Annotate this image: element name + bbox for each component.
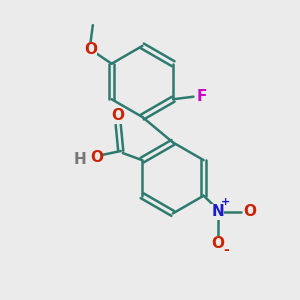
Text: -: - xyxy=(224,243,229,257)
Text: O: O xyxy=(84,42,97,57)
Text: H: H xyxy=(74,152,86,167)
Text: O: O xyxy=(112,109,125,124)
Text: O: O xyxy=(211,236,224,251)
Text: O: O xyxy=(243,204,256,219)
Text: O: O xyxy=(90,150,103,165)
Text: F: F xyxy=(197,89,207,104)
Text: N: N xyxy=(212,204,224,219)
Text: +: + xyxy=(221,197,231,207)
